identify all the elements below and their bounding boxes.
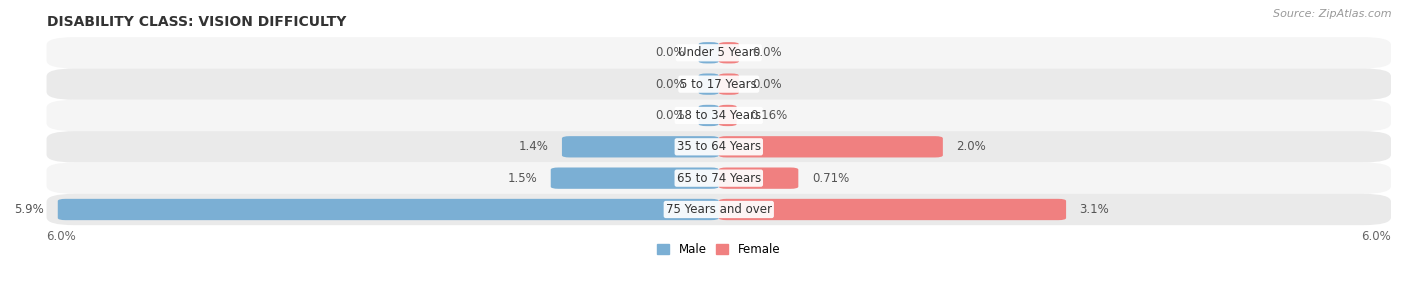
FancyBboxPatch shape xyxy=(699,74,718,95)
FancyBboxPatch shape xyxy=(46,68,1391,100)
Text: 0.0%: 0.0% xyxy=(655,78,685,91)
FancyBboxPatch shape xyxy=(551,168,718,189)
FancyBboxPatch shape xyxy=(718,105,737,126)
Legend: Male, Female: Male, Female xyxy=(652,238,785,261)
Text: 2.0%: 2.0% xyxy=(956,140,986,153)
Text: 18 to 34 Years: 18 to 34 Years xyxy=(676,109,761,122)
FancyBboxPatch shape xyxy=(699,105,718,126)
FancyBboxPatch shape xyxy=(718,42,740,64)
FancyBboxPatch shape xyxy=(46,100,1391,131)
Text: Under 5 Years: Under 5 Years xyxy=(678,46,759,59)
Text: 0.0%: 0.0% xyxy=(752,46,782,59)
FancyBboxPatch shape xyxy=(718,136,943,157)
Text: 35 to 64 Years: 35 to 64 Years xyxy=(676,140,761,153)
FancyBboxPatch shape xyxy=(562,136,718,157)
FancyBboxPatch shape xyxy=(718,168,799,189)
Text: 0.0%: 0.0% xyxy=(752,78,782,91)
Text: 6.0%: 6.0% xyxy=(1361,230,1391,243)
Text: 0.0%: 0.0% xyxy=(655,46,685,59)
Text: DISABILITY CLASS: VISION DIFFICULTY: DISABILITY CLASS: VISION DIFFICULTY xyxy=(46,15,346,29)
Text: 6.0%: 6.0% xyxy=(46,230,76,243)
FancyBboxPatch shape xyxy=(46,37,1391,68)
Text: 3.1%: 3.1% xyxy=(1080,203,1109,216)
FancyBboxPatch shape xyxy=(718,74,740,95)
FancyBboxPatch shape xyxy=(58,199,718,220)
Text: 5 to 17 Years: 5 to 17 Years xyxy=(681,78,758,91)
Text: Source: ZipAtlas.com: Source: ZipAtlas.com xyxy=(1274,9,1392,19)
FancyBboxPatch shape xyxy=(46,131,1391,162)
FancyBboxPatch shape xyxy=(718,199,1066,220)
FancyBboxPatch shape xyxy=(46,194,1391,225)
Text: 65 to 74 Years: 65 to 74 Years xyxy=(676,172,761,185)
Text: 5.9%: 5.9% xyxy=(14,203,45,216)
Text: 1.5%: 1.5% xyxy=(508,172,537,185)
Text: 0.71%: 0.71% xyxy=(811,172,849,185)
FancyBboxPatch shape xyxy=(699,42,718,64)
Text: 1.4%: 1.4% xyxy=(519,140,548,153)
Text: 75 Years and over: 75 Years and over xyxy=(666,203,772,216)
Text: 0.16%: 0.16% xyxy=(751,109,787,122)
Text: 0.0%: 0.0% xyxy=(655,109,685,122)
FancyBboxPatch shape xyxy=(46,162,1391,194)
